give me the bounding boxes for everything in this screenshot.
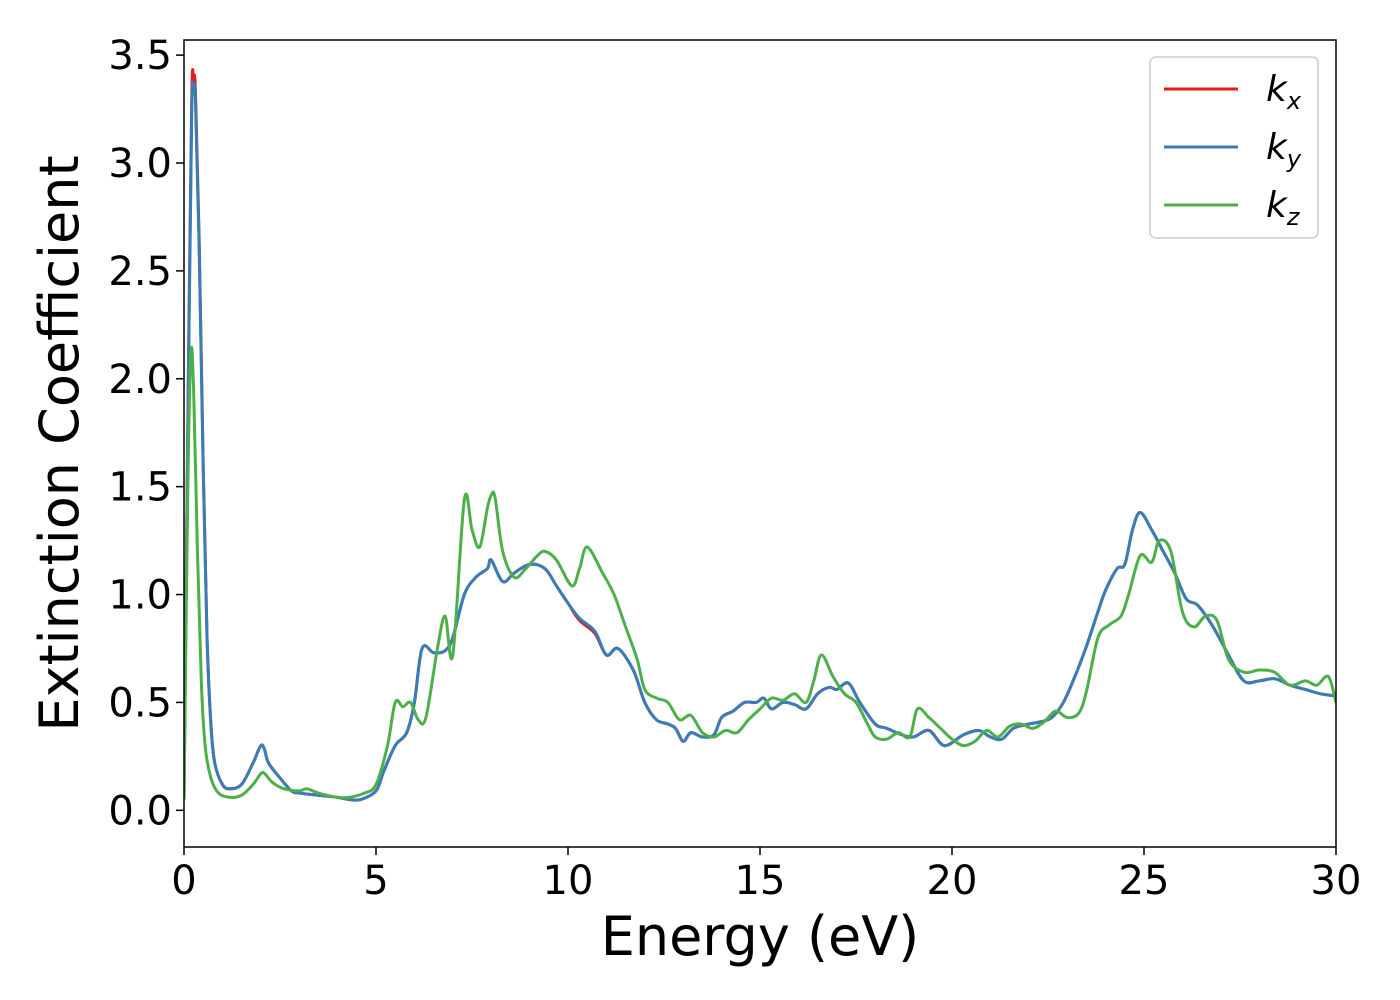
series-line-ky — [184, 80, 1336, 802]
x-tick-label: 5 — [363, 858, 388, 904]
x-tick-label: 20 — [927, 858, 978, 904]
x-tick-label: 0 — [171, 858, 196, 904]
series-layer — [184, 68, 1336, 802]
y-tick-label: 0.5 — [108, 680, 172, 726]
y-tick-label: 0.0 — [108, 788, 172, 834]
x-tick-label: 15 — [735, 858, 786, 904]
y-tick-label: 2.0 — [108, 357, 172, 403]
y-axis-title: Extinction Coefficient — [28, 155, 91, 731]
x-tick-label: 25 — [1119, 858, 1170, 904]
series-line-kz — [184, 345, 1336, 800]
y-tick-label: 2.5 — [108, 249, 172, 295]
y-tick-label: 1.5 — [108, 465, 172, 511]
y-tick-label: 3.0 — [108, 141, 172, 187]
y-tick-label: 1.0 — [108, 573, 172, 619]
x-axis-title: Energy (eV) — [601, 905, 920, 968]
x-tick-label: 30 — [1311, 858, 1362, 904]
x-tick-label: 10 — [543, 858, 594, 904]
y-axis-ticks: 0.0 0.5 1.0 1.5 2.0 2.5 3.0 3.5 — [108, 33, 184, 834]
x-axis-ticks: 0 5 10 15 20 25 30 — [171, 847, 1361, 904]
y-tick-label: 3.5 — [108, 33, 172, 79]
